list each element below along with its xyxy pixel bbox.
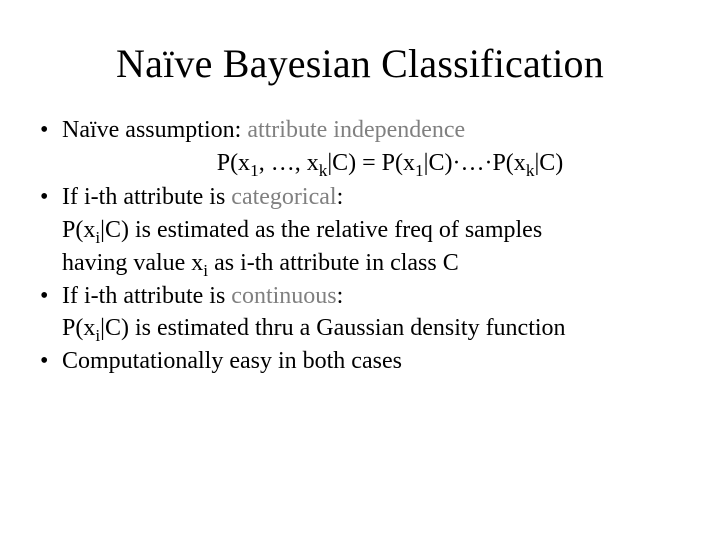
bullet-3-gray: continuous xyxy=(231,283,336,309)
formula-p5: |C) xyxy=(534,150,563,176)
bullet-2-line2: P(xi|C) is estimated as the relative fre… xyxy=(36,215,684,246)
slide-container: Naïve Bayesian Classification Naïve assu… xyxy=(0,0,720,540)
bullet-2: If i-th attribute is categorical: xyxy=(36,182,684,213)
bullet-3-prefix: If i-th attribute is xyxy=(62,283,231,309)
slide-title: Naïve Bayesian Classification xyxy=(36,40,684,87)
bullet-3-line2: P(xi|C) is estimated thru a Gaussian den… xyxy=(36,313,684,344)
formula-p3: |C) = P(x xyxy=(327,150,415,176)
formula-s1: 1 xyxy=(250,161,259,180)
slide-body: Naïve assumption: attribute independence… xyxy=(36,115,684,377)
formula-p1: P(x xyxy=(217,150,250,176)
bullet-1-gray: attribute independence xyxy=(247,117,465,143)
formula-s3: 1 xyxy=(415,161,424,180)
bullet-2-suffix: : xyxy=(337,184,344,210)
b2l3b: as i-th attribute in class C xyxy=(208,250,459,276)
bullet-2-gray: categorical xyxy=(231,184,336,210)
bullet-2-prefix: If i-th attribute is xyxy=(62,184,231,210)
formula-line: P(x1, …, xk|C) = P(x1|C)·…·P(xk|C) xyxy=(96,148,684,179)
bullet-2-line3: having value xi as i-th attribute in cla… xyxy=(36,248,684,279)
b3l2a: P(x xyxy=(62,315,95,341)
b2l2a: P(x xyxy=(62,217,95,243)
b2l2b: |C) is estimated as the relative freq of… xyxy=(100,217,542,243)
bullet-3: If i-th attribute is continuous: xyxy=(36,281,684,312)
bullet-list: Naïve assumption: attribute independence… xyxy=(36,115,684,377)
bullet-1: Naïve assumption: attribute independence xyxy=(36,115,684,146)
bullet-3-suffix: : xyxy=(337,283,344,309)
b2l3a: having value x xyxy=(62,250,203,276)
bullet-4: Computationally easy in both cases xyxy=(36,346,684,377)
formula-p4: |C)·…·P(x xyxy=(424,150,526,176)
formula-p2: , …, x xyxy=(259,150,319,176)
b3l2b: |C) is estimated thru a Gaussian density… xyxy=(100,315,565,341)
bullet-1-text: Naïve assumption: xyxy=(62,117,247,143)
bullet-4-text: Computationally easy in both cases xyxy=(62,348,402,374)
